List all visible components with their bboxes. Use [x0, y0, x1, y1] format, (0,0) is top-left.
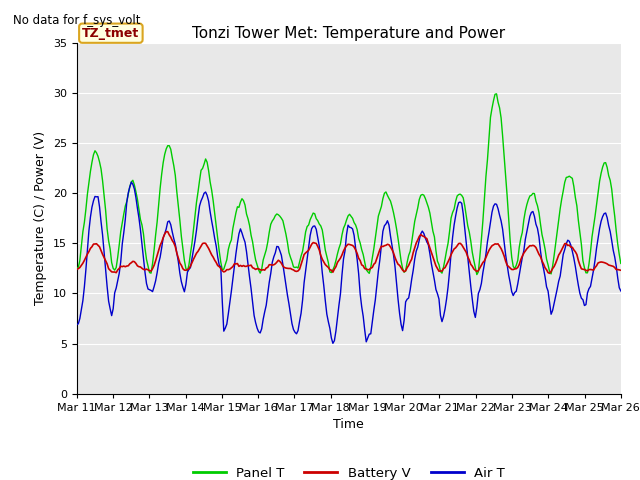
Title: Tonzi Tower Met: Temperature and Power: Tonzi Tower Met: Temperature and Power — [192, 25, 506, 41]
Text: No data for f_sys_volt: No data for f_sys_volt — [13, 14, 140, 27]
X-axis label: Time: Time — [333, 418, 364, 431]
Text: TZ_tmet: TZ_tmet — [82, 27, 140, 40]
Y-axis label: Temperature (C) / Power (V): Temperature (C) / Power (V) — [35, 132, 47, 305]
Legend: Panel T, Battery V, Air T: Panel T, Battery V, Air T — [188, 462, 510, 480]
